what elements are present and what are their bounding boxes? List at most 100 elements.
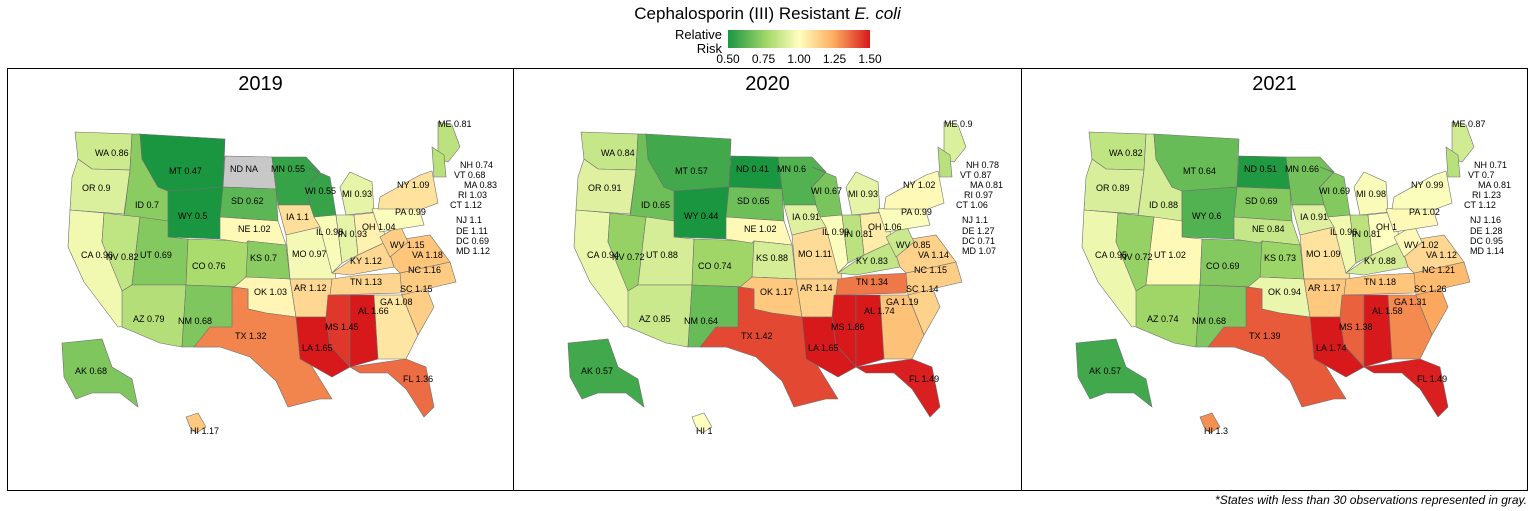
state-label-fl: FL 1.49 — [909, 374, 939, 384]
state-label-oh: OH 1.04 — [362, 222, 396, 232]
state-label-tn: TN 1.34 — [856, 277, 888, 287]
northeast-label: DC 0.71 — [962, 236, 995, 246]
northeast-label: RI 0.97 — [964, 190, 993, 200]
state-label-mt: MT 0.57 — [675, 166, 708, 176]
state-label-me: ME 0.81 — [438, 119, 472, 129]
us-state-map: WA 0.86 OR 0.9 CA 0.96 ID 0.7 NV 0.82 MT 0.47… — [61, 119, 497, 436]
state-label-mn: MN 0.55 — [271, 164, 305, 174]
state-label-nd: ND 0.51 — [1244, 164, 1277, 174]
legend-tick-label: 1.00 — [787, 52, 811, 66]
state-fl — [349, 358, 435, 418]
state-ne_sm — [431, 146, 447, 178]
state-label-oh: OH 1.06 — [868, 222, 902, 232]
state-label-ne: NE 0.84 — [1252, 224, 1285, 234]
legend-label: Relative Risk — [640, 28, 722, 56]
state-label-tx: TX 1.32 — [235, 331, 267, 341]
state-label-ms: MS 1.86 — [831, 322, 865, 332]
state-label-id: ID 0.7 — [135, 200, 159, 210]
state-mi — [1353, 171, 1389, 216]
state-label-ak: AK 0.57 — [1089, 366, 1121, 376]
state-label-nm: NM 0.64 — [684, 316, 718, 326]
state-hi — [1199, 412, 1221, 434]
state-ga — [879, 294, 925, 360]
state-label-ut: UT 0.69 — [140, 250, 172, 260]
state-label-fl: FL 1.49 — [1417, 374, 1447, 384]
state-label-ar: AR 1.14 — [800, 283, 833, 293]
northeast-label: MD 1.07 — [962, 246, 996, 256]
figure-title: Cephalosporin (III) Resistant E. coli — [0, 4, 1535, 24]
state-label-ia: IA 1.1 — [286, 212, 309, 222]
state-label-ak: AK 0.68 — [75, 366, 107, 376]
state-label-sc: SC 1.14 — [906, 284, 939, 294]
state-label-pa: PA 1.02 — [1409, 207, 1440, 217]
state-label-id: ID 0.65 — [641, 200, 670, 210]
state-label-or: OR 0.91 — [588, 183, 622, 193]
state-label-la: LA 1.65 — [808, 343, 839, 353]
state-il — [313, 214, 343, 274]
state-label-la: LA 1.65 — [302, 343, 333, 353]
state-mi — [339, 171, 375, 216]
state-label-sd: SD 0.65 — [737, 196, 770, 206]
state-label-ok: OK 0.94 — [1268, 287, 1301, 297]
state-ny — [1391, 170, 1453, 210]
state-fl — [855, 358, 941, 418]
state-label-ca: CA 0.95 — [1095, 250, 1127, 260]
state-label-pa: PA 0.99 — [395, 207, 426, 217]
northeast-label: NH 0.71 — [1474, 160, 1507, 170]
northeast-label: DE 1.27 — [962, 226, 995, 236]
legend-ticks: 0.50 0.75 1.00 1.25 1.50 — [716, 52, 888, 66]
state-fl — [1363, 358, 1449, 418]
state-wi — [811, 166, 843, 218]
state-label-oh: OH 1 — [1376, 222, 1397, 232]
state-label-ut: UT 0.88 — [646, 250, 678, 260]
state-label-mn: MN 0.6 — [777, 164, 806, 174]
state-label-il: IL 0.98 — [316, 227, 343, 237]
state-label-ga: GA 1.08 — [380, 297, 413, 307]
state-label-mt: MT 0.64 — [1183, 166, 1216, 176]
legend-label-line: Risk — [696, 41, 722, 56]
state-label-wa: WA 0.86 — [95, 148, 129, 158]
state-ms — [831, 294, 857, 368]
state-label-al: AL 1.66 — [358, 306, 389, 316]
state-label-ms: MS 1.38 — [1339, 322, 1373, 332]
state-ak — [567, 338, 645, 408]
state-label-mo: MO 1.09 — [1306, 249, 1341, 259]
state-label-id: ID 0.88 — [1149, 200, 1178, 210]
state-label-fl: FL 1.36 — [403, 374, 433, 384]
state-label-ky: KY 0.83 — [856, 256, 888, 266]
state-or — [575, 158, 637, 215]
map-panel-2020: 2020 WA 0.84 OR 0.91 CA 0.94 ID 0.65 NV 0.72… — [513, 68, 1022, 491]
state-label-ny: NY 0.99 — [1411, 180, 1443, 190]
panel-year: 2020 — [745, 73, 790, 95]
state-wi — [305, 166, 337, 218]
state-label-co: CO 0.69 — [1206, 261, 1240, 271]
state-label-ok: OK 1.17 — [760, 287, 793, 297]
state-label-az: AZ 0.79 — [133, 314, 165, 324]
panel-year: 2019 — [238, 73, 283, 95]
state-label-hi: HI 1 — [696, 426, 713, 436]
state-label-va: VA 1.18 — [412, 250, 443, 260]
state-label-sc: SC 1.26 — [1414, 284, 1447, 294]
northeast-label: DC 0.69 — [456, 236, 489, 246]
state-label-nd: ND NA — [230, 164, 258, 174]
northeast-label: MD 1.14 — [1470, 246, 1504, 256]
map-panel-2021: 2021 WA 0.82 OR 0.89 CA 0.95 ID 0.88 NV 0.72… — [1021, 68, 1528, 491]
state-label-wi: WI 0.69 — [1319, 186, 1350, 196]
northeast-label: CT 1.06 — [956, 200, 988, 210]
state-tx — [193, 286, 333, 408]
state-label-nd: ND 0.41 — [736, 164, 769, 174]
northeast-label: DC 0.95 — [1470, 236, 1503, 246]
state-label-in: IN 0.93 — [338, 229, 367, 239]
state-label-nm: NM 0.68 — [178, 316, 212, 326]
legend-color-bar — [728, 30, 870, 48]
state-il — [819, 214, 849, 274]
state-ny — [883, 170, 945, 210]
state-ne_sm — [1445, 146, 1461, 178]
state-label-va: VA 1.14 — [918, 250, 949, 260]
northeast-label: DE 1.11 — [456, 226, 488, 236]
state-label-ga: GA 1.31 — [1394, 297, 1427, 307]
state-label-wv: WV 1.02 — [1404, 240, 1439, 250]
northeast-label: VT 0.68 — [454, 170, 485, 180]
northeast-label: CT 1.12 — [1464, 200, 1496, 210]
state-hi — [691, 412, 713, 434]
